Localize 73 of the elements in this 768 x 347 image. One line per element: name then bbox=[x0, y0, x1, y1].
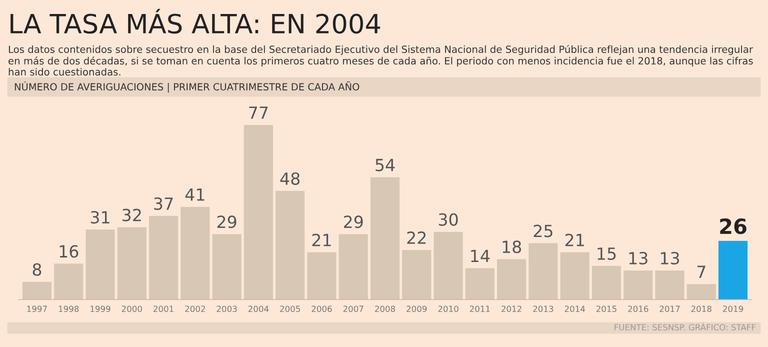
data-label: 54 bbox=[376, 158, 395, 172]
data-label: 77 bbox=[249, 106, 268, 119]
bar bbox=[307, 252, 336, 300]
x-tick-label: 2014 bbox=[564, 306, 585, 312]
x-tick-label: 2018 bbox=[691, 306, 712, 312]
bar bbox=[528, 243, 558, 300]
data-label: 31 bbox=[90, 210, 110, 224]
x-tick-label: 2001 bbox=[154, 306, 174, 312]
data-label: 8 bbox=[32, 263, 42, 276]
bar bbox=[560, 252, 590, 300]
data-label: 29 bbox=[217, 216, 236, 228]
bar bbox=[402, 250, 432, 300]
x-tick-label: 1997 bbox=[27, 306, 47, 312]
bar bbox=[54, 264, 84, 300]
bar bbox=[212, 234, 242, 300]
x-tick-label: 2016 bbox=[628, 306, 648, 312]
x-tick-label: 2003 bbox=[216, 306, 237, 312]
data-label: 15 bbox=[598, 248, 616, 260]
x-tick-label: 1998 bbox=[58, 306, 79, 312]
data-label: 13 bbox=[629, 252, 648, 264]
data-label: 16 bbox=[60, 245, 78, 258]
data-label: 41 bbox=[185, 188, 204, 201]
bar bbox=[592, 266, 622, 300]
bar bbox=[655, 270, 684, 300]
bar bbox=[686, 284, 716, 300]
data-label: 7 bbox=[697, 266, 706, 278]
x-tick-label: 2009 bbox=[406, 306, 427, 312]
data-label: 21 bbox=[565, 234, 584, 246]
chart-subtitle: Los datos contenidos sobre secuestro en la base del Secretariado Ejecutivo del Sistema Nacional de Seguridad Pública reflejan una tendencia irregular en más de dos décadas, si se toman en cuenta los primeros cuatro meses de cada año. El periodo con menos incidencia fue el 2018, aunque las cifras han sido cuestionadas. bbox=[8, 45, 754, 76]
x-tick-label: 2002 bbox=[185, 306, 205, 312]
data-label: 26 bbox=[720, 218, 746, 234]
x-tick-label: 1999 bbox=[90, 306, 110, 312]
source-note: FUENTE: SESNSP. GRÁFICO: STAFF bbox=[614, 322, 756, 330]
data-label: 18 bbox=[502, 240, 522, 254]
data-label: 30 bbox=[438, 213, 458, 226]
bar bbox=[370, 177, 400, 300]
data-label: 48 bbox=[280, 172, 300, 185]
bar bbox=[117, 227, 146, 300]
x-tick-label: 2010 bbox=[438, 306, 458, 312]
x-tick-label: 2007 bbox=[343, 306, 364, 312]
x-tick-label: 2013 bbox=[533, 306, 554, 312]
data-label: 13 bbox=[660, 252, 680, 264]
data-label: 32 bbox=[122, 208, 141, 222]
bar bbox=[148, 216, 178, 300]
x-tick-label: 2000 bbox=[122, 306, 142, 312]
bar bbox=[718, 240, 748, 300]
x-tick-label: 2006 bbox=[312, 306, 332, 312]
x-tick-label: 2012 bbox=[502, 306, 522, 312]
bar bbox=[497, 259, 526, 300]
chart-title: LA TASA MÁS ALTA: EN 2004 bbox=[10, 8, 380, 34]
data-label: 22 bbox=[407, 231, 426, 244]
x-tick-label: 2005 bbox=[280, 306, 300, 312]
bar bbox=[244, 125, 273, 300]
bar bbox=[180, 206, 210, 300]
x-tick-label: 2004 bbox=[248, 306, 269, 312]
bar bbox=[338, 234, 368, 300]
x-tick-label: 2011 bbox=[470, 306, 490, 312]
bar bbox=[624, 270, 653, 300]
x-tick-label: 2008 bbox=[375, 306, 396, 312]
x-tick-label: 2017 bbox=[660, 306, 680, 312]
bar bbox=[276, 190, 305, 300]
x-tick-label: 2015 bbox=[596, 306, 616, 312]
text: NÚMERO DE AVERIGUACIONES | PRIMER CUATRIMESTRE DE CADA AÑO bbox=[14, 81, 360, 93]
data-label: 21 bbox=[312, 234, 331, 246]
data-label: 25 bbox=[534, 224, 552, 238]
data-label: 29 bbox=[344, 216, 363, 228]
data-label: 37 bbox=[154, 197, 173, 210]
bar bbox=[86, 230, 115, 300]
bar bbox=[22, 282, 52, 300]
x-tick-label: 2019 bbox=[723, 306, 744, 312]
bar bbox=[434, 232, 463, 300]
bar bbox=[465, 268, 494, 300]
data-label: 14 bbox=[471, 250, 490, 262]
